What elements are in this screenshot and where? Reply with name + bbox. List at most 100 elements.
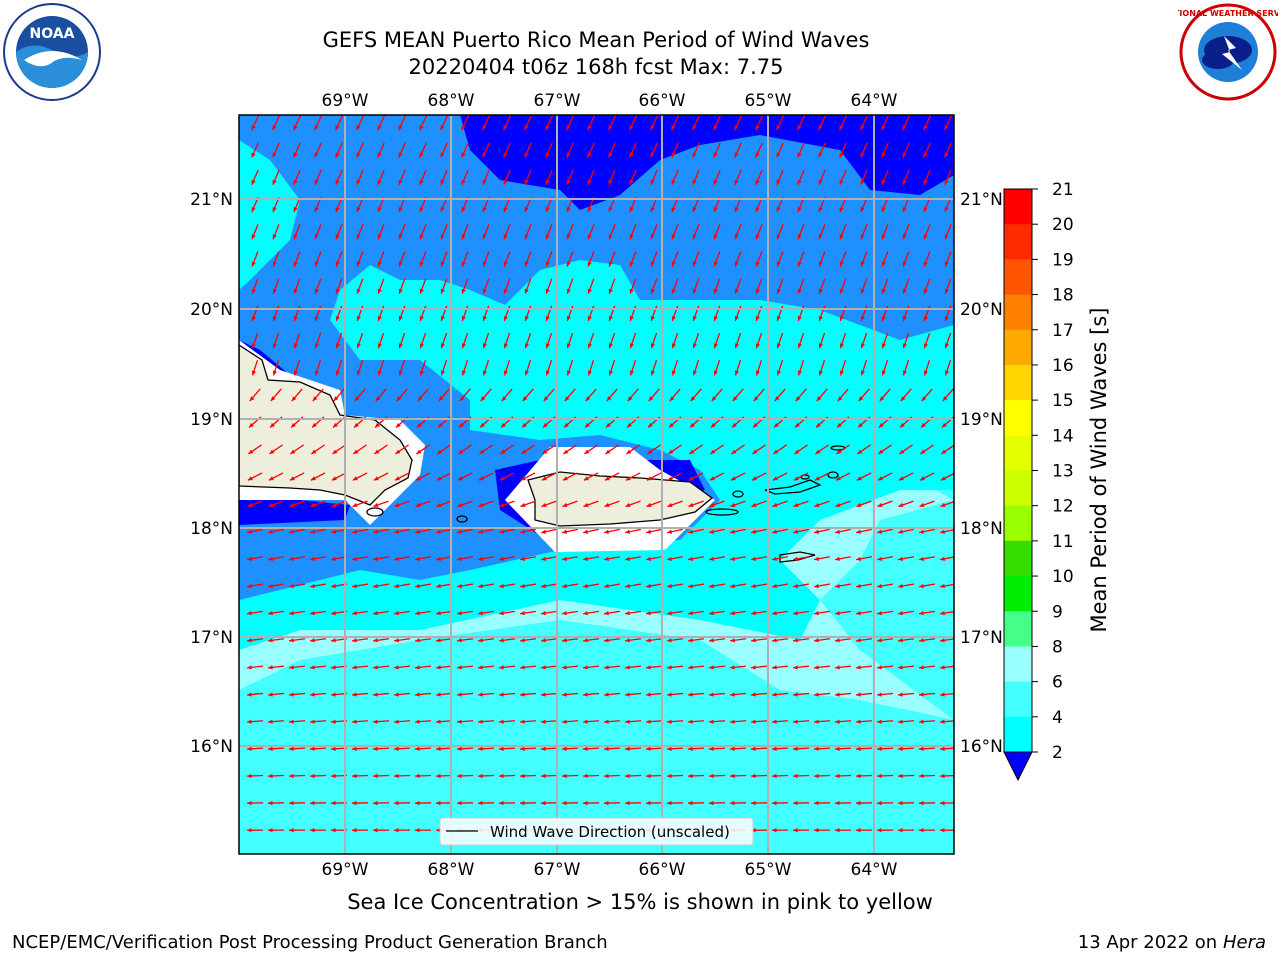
wave-arrow-head [856,529,862,534]
wave-arrow-head [898,746,903,751]
wave-arrow-head [734,179,739,185]
wave-arrow-head [503,234,508,240]
wave-arrow-head [541,529,547,534]
wave-arrow-head [837,396,843,402]
wave-arrow-head [839,288,844,294]
wave-arrow-head [835,828,840,833]
wave-arrow-head [377,179,382,185]
wave-arrow-head [797,179,802,185]
wave-arrow-head [335,288,340,294]
wave-arrow-head [604,746,609,751]
wave-arrow-head [856,610,861,616]
wave-arrow-head [793,476,799,481]
wave-arrow-head [478,583,483,589]
wave-arrow-head [289,638,294,643]
wave-arrow-head [667,638,672,643]
wave-arrow-head [688,746,693,751]
wave-arrow-head [772,529,778,534]
colorbar-band [1004,259,1032,296]
wave-arrow-head [776,152,781,158]
wave-arrow-head [898,665,903,670]
wave-arrow-head [503,125,508,131]
wave-arrow-head [923,288,928,294]
wave-arrow-head [709,692,714,697]
wave-arrow-head [923,125,928,131]
wave-arrow-head [522,422,527,428]
wave-arrow-head [709,610,714,616]
wave-arrow-head [898,583,903,589]
wave-arrow-head [587,315,592,321]
wave-arrow-head [394,476,400,481]
wave-arrow-head [793,746,798,751]
wave-arrow-head [605,449,611,454]
wave-arrow-head [520,773,525,779]
wave-arrow-head [291,396,297,402]
wave-arrow-head [797,315,802,321]
wave-arrow-head [499,529,505,534]
wave-arrow-head [419,179,424,185]
wave-arrow-head [377,370,382,376]
lat-label-left-5: 17°N [190,628,233,648]
wave-arrow-head [669,396,675,402]
wave-arrow-head [566,125,571,131]
wave-arrow-head [566,343,571,349]
wave-arrow-head [667,773,672,779]
wave-arrow-head [793,719,798,724]
wave-arrow-head [793,828,798,833]
wave-arrow-head [860,179,865,185]
wave-arrow-head [814,529,820,534]
wave-arrow-head [772,800,777,806]
wave-arrow-head [247,828,252,833]
wave-arrow-head [482,315,487,321]
wave-arrow-head [583,692,588,697]
colorbar-tick-label: 19 [1052,250,1074,270]
wave-arrow-head [499,746,504,751]
wave-arrow-head [436,476,442,481]
wave-arrow-head [310,638,315,643]
wave-arrow-head [730,529,736,534]
wave-arrow-head [394,692,399,697]
wave-arrow-head [877,638,882,643]
wave-arrow-head [713,206,718,212]
wave-arrow-head [524,206,529,212]
wave-arrow-head [772,773,777,779]
wave-arrow-head [940,476,946,481]
wave-arrow-head [587,261,592,267]
wave-arrow-head [541,610,546,616]
wave-arrow-head [774,396,780,402]
wave-arrow-head [333,422,338,428]
wave-arrow-head [331,719,336,724]
wave-arrow-head [562,746,567,751]
wave-arrow-head [415,610,420,616]
wave-arrow-head [856,773,861,779]
wave-arrow-head [352,529,358,534]
wave-arrow-head [710,449,716,454]
wave-arrow-head [818,206,823,212]
wave-arrow-head [709,800,714,806]
wave-arrow-head [503,288,508,294]
graticule [239,115,954,854]
wave-arrow-head [583,746,588,751]
colorbar-band [1004,505,1032,542]
wave-arrow-head [310,556,315,561]
wave-arrow-head [335,261,340,267]
wave-arrow-head [520,692,525,697]
wave-arrow-head [940,665,945,670]
wave-arrow-head [352,719,357,724]
wave-arrow-head [269,449,275,454]
wave-arrow-head [311,449,317,454]
wave-arrow-head [860,206,865,212]
wave-arrow-head [478,692,483,697]
wave-arrow-head [457,665,462,670]
wave-arrow-head [478,476,484,481]
wave-arrow-head [730,773,735,779]
wave-arrow-head [877,719,882,724]
wave-arrow-head [331,529,337,534]
wave-arrow-head [902,315,907,321]
wave-arrow-head [247,800,252,806]
wave-arrow-head [688,583,693,589]
colorbar-tick-label: 13 [1052,462,1074,482]
wave-arrow-head [373,476,379,481]
wave-arrow-head [692,261,697,267]
wave-arrow-head [314,315,319,321]
